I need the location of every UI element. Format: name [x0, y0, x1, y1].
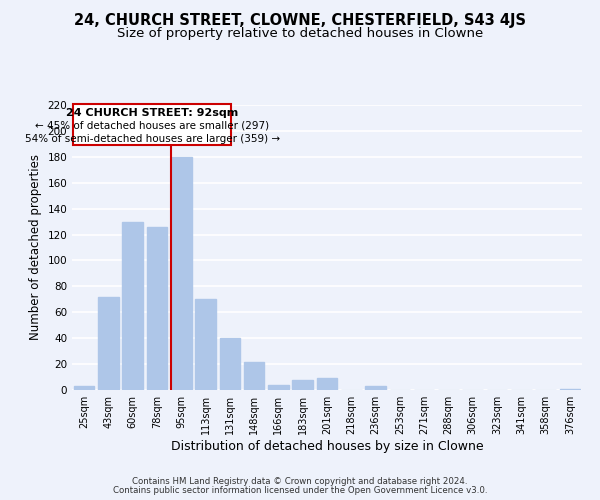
Text: 24, CHURCH STREET, CLOWNE, CHESTERFIELD, S43 4JS: 24, CHURCH STREET, CLOWNE, CHESTERFIELD,…	[74, 12, 526, 28]
Bar	[74, 386, 94, 390]
Bar	[146, 227, 167, 390]
Bar	[560, 388, 580, 390]
Text: ← 45% of detached houses are smaller (297): ← 45% of detached houses are smaller (29…	[35, 120, 269, 130]
Bar	[98, 296, 119, 390]
Bar	[171, 157, 191, 390]
Bar	[220, 338, 240, 390]
Text: Size of property relative to detached houses in Clowne: Size of property relative to detached ho…	[117, 28, 483, 40]
Bar	[122, 222, 143, 390]
Bar	[195, 300, 216, 390]
Y-axis label: Number of detached properties: Number of detached properties	[29, 154, 42, 340]
Bar	[317, 378, 337, 390]
Text: 54% of semi-detached houses are larger (359) →: 54% of semi-detached houses are larger (…	[25, 134, 280, 143]
Bar	[365, 386, 386, 390]
Bar	[268, 385, 289, 390]
Text: 24 CHURCH STREET: 92sqm: 24 CHURCH STREET: 92sqm	[66, 108, 238, 118]
FancyBboxPatch shape	[73, 104, 231, 145]
Bar	[292, 380, 313, 390]
Text: Contains public sector information licensed under the Open Government Licence v3: Contains public sector information licen…	[113, 486, 487, 495]
X-axis label: Distribution of detached houses by size in Clowne: Distribution of detached houses by size …	[170, 440, 484, 453]
Text: Contains HM Land Registry data © Crown copyright and database right 2024.: Contains HM Land Registry data © Crown c…	[132, 477, 468, 486]
Bar	[244, 362, 265, 390]
